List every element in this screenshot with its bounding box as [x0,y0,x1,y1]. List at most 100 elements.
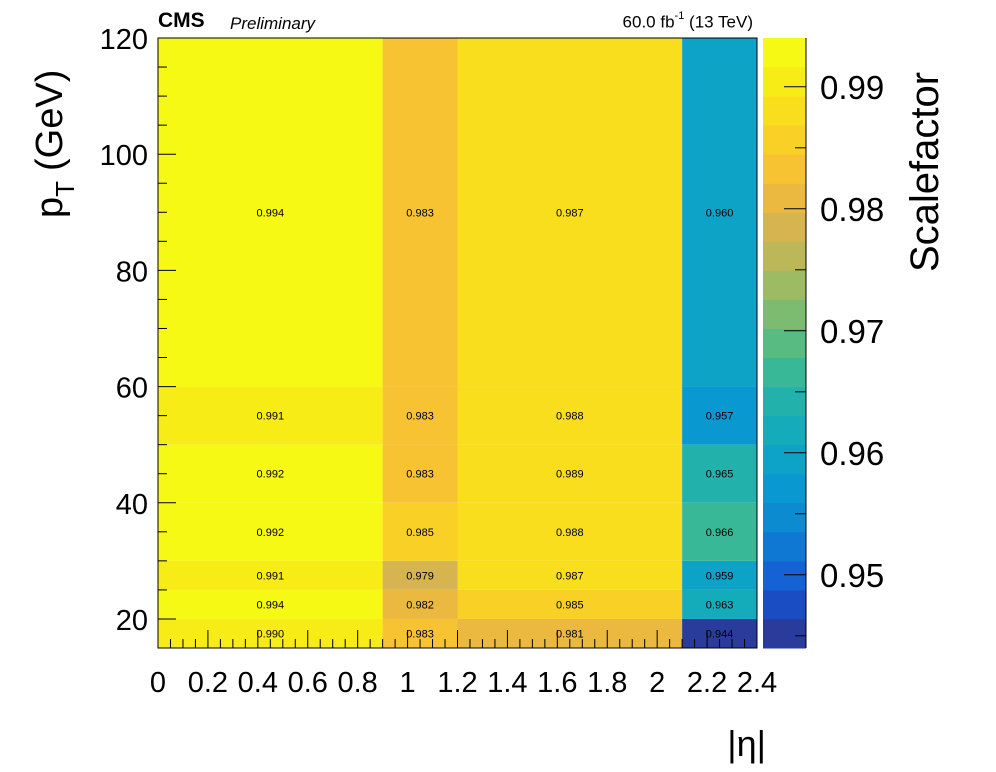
cell-value-label: 0.983 [406,207,434,219]
y-tick-label: 40 [116,489,148,521]
heatmap-cell [158,589,383,619]
x-tick-label: 0 [150,667,166,699]
luminosity-exponent: -1 [674,10,685,22]
heatmap-cell [382,502,458,561]
palette-band [763,502,806,533]
y-tick-label: 60 [116,373,148,405]
cell-value-label: 0.988 [556,411,584,423]
x-tick-label: 0.6 [288,667,328,699]
x-tick-label: 2 [649,667,665,699]
z-tick-label: 0.97 [820,313,884,350]
heatmap-cell [158,444,383,503]
cell-value-label: 0.992 [257,527,285,539]
status-label: Preliminary [230,14,316,33]
heatmap-cell [682,444,757,503]
heatmap-cell [457,444,683,503]
x-tick-label: 1.4 [487,667,527,699]
palette-band [763,531,806,562]
palette-band [763,473,806,504]
y-tick-label: 100 [100,140,148,172]
x-tick-label: 1.6 [537,667,577,699]
palette-band [763,589,806,620]
x-tick-label: 1.8 [587,667,627,699]
heatmap-cell [457,502,683,561]
cell-value-label: 0.959 [706,570,734,582]
y-axis: 20 40 60 80 100 120 [100,24,176,649]
palette-band [763,357,806,388]
cell-value-label: 0.985 [406,527,434,539]
cell-value-label: 0.983 [406,628,434,640]
x-axis: 0 0.2 0.4 0.6 0.8 1 1.2 1.4 1.6 1.8 2 2.2 2.4 [150,630,777,699]
palette-band [763,212,806,242]
heatmap-cell [682,38,757,387]
cell-value-label: 0.983 [406,469,434,481]
svg-text:pT(GeV): pT (GeV) [29,70,80,218]
cell-value-label: 0.944 [706,628,734,640]
cell-value-label: 0.979 [406,570,434,582]
heatmap-cell [158,502,383,561]
heatmap-cell [457,38,683,387]
heatmap-cell [382,38,458,387]
x-tick-label: 0.2 [188,667,228,699]
palette-band [763,444,806,475]
cell-value-label: 0.982 [406,599,434,611]
experiment-label: CMS [158,9,205,32]
cell-value-label: 0.960 [706,207,734,219]
palette-band [763,38,806,68]
cell-value-label: 0.981 [556,628,584,640]
y-tick-label: 20 [116,605,148,637]
y-axis-label-sub: T [50,181,80,197]
y-tick-label: 120 [100,24,148,56]
x-tick-label: 1.2 [437,667,477,699]
z-tick-label: 0.98 [820,191,884,228]
heatmap-cell [382,560,458,590]
cell-value-label: 0.991 [257,411,285,423]
palette-band [763,299,806,329]
palette-band [763,618,806,649]
cell-value-label: 0.988 [556,527,584,539]
cell-value-label: 0.994 [257,599,285,611]
heatmap-cell [457,560,683,590]
cell-value-label: 0.989 [556,469,584,481]
palette-band [763,328,806,359]
palette-band [763,96,806,126]
heatmap-cell [457,589,683,619]
y-axis-label-unit: (GeV) [29,70,71,171]
heatmap-cell [682,386,757,445]
heatmap-cells [158,38,757,648]
x-tick-label: 2.4 [737,667,777,699]
palette-band [763,415,806,446]
palette-band [763,241,806,271]
z-axis-label: Scalefactor [903,72,947,272]
y-axis-label: pT (GeV) [29,70,80,218]
heatmap-cell [457,386,683,445]
cell-value-label: 0.957 [706,411,734,423]
palette-band [763,125,806,155]
heatmap-cell [682,560,757,590]
z-tick-label: 0.95 [820,557,884,594]
heatmap-cell [682,589,757,619]
cell-value-label: 0.994 [257,207,285,219]
luminosity-label: 60.0 fb-1 (13 TeV) [622,10,753,33]
energy-label: (13 TeV) [689,12,753,32]
heatmap-cell [682,502,757,561]
cell-value-label: 0.991 [257,570,285,582]
luminosity-prefix: 60.0 fb [622,12,675,32]
cell-value-label: 0.990 [257,628,285,640]
cell-value-label: 0.992 [257,469,285,481]
heatmap-cell [158,38,383,387]
palette-band [763,183,806,213]
color-palette [763,38,806,649]
cell-value-label: 0.987 [556,570,584,582]
cell-value-label: 0.966 [706,527,734,539]
cell-value-label: 0.985 [556,599,584,611]
palette-band [763,386,806,417]
x-tick-label: 0.4 [238,667,278,699]
heatmap-cell [382,589,458,619]
z-tick-label: 0.96 [820,435,884,472]
heatmap-cell [382,444,458,503]
cell-value-label: 0.983 [406,411,434,423]
heatmap-cell [158,386,383,445]
